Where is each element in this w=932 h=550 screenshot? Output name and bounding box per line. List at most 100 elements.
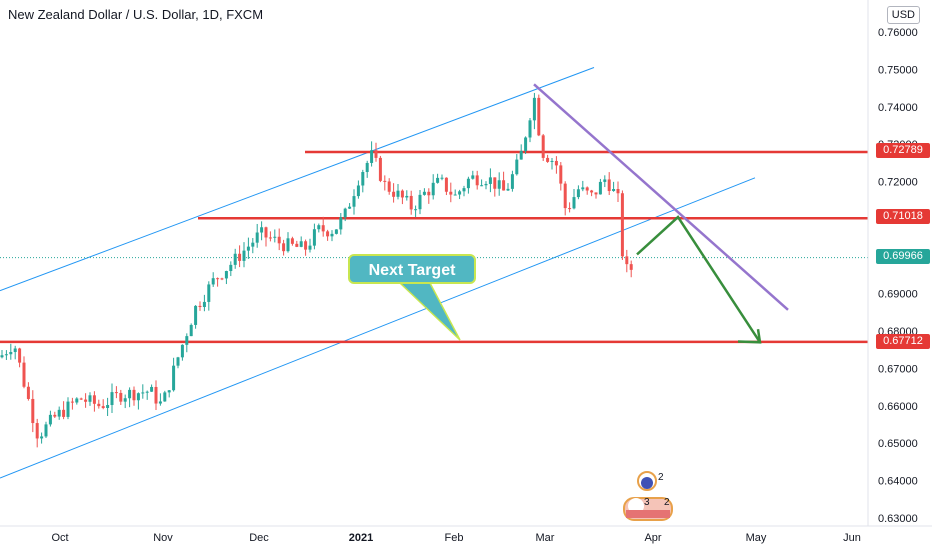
candle-body bbox=[185, 336, 189, 345]
candle bbox=[277, 228, 281, 251]
ideas-badge-bottom[interactable]: 3 2 bbox=[622, 492, 676, 527]
candle bbox=[299, 236, 303, 248]
candle-body bbox=[458, 191, 462, 195]
candle bbox=[264, 226, 268, 247]
candle-body bbox=[220, 278, 224, 280]
candle bbox=[383, 175, 387, 191]
candle bbox=[150, 384, 154, 392]
candle-body bbox=[13, 348, 17, 353]
candle bbox=[444, 177, 448, 196]
candle bbox=[409, 190, 413, 215]
x-tick-label: Jun bbox=[843, 532, 861, 544]
candle-body bbox=[9, 352, 13, 355]
candle bbox=[554, 156, 558, 174]
candle bbox=[378, 155, 382, 183]
candle bbox=[598, 178, 602, 195]
x-tick-label: Oct bbox=[51, 532, 68, 544]
y-tick-label: 0.69000 bbox=[878, 289, 918, 301]
candle bbox=[510, 170, 514, 192]
candle bbox=[488, 168, 492, 193]
candle-body bbox=[251, 242, 255, 247]
x-tick-label: Apr bbox=[644, 532, 661, 544]
candle-body bbox=[528, 120, 532, 138]
badge-count-b: 2 bbox=[664, 497, 670, 508]
candle bbox=[286, 232, 290, 253]
candle bbox=[84, 393, 88, 408]
candle-body bbox=[31, 398, 35, 424]
candle-body bbox=[625, 256, 629, 265]
candle-body bbox=[612, 189, 616, 192]
trend-lines bbox=[398, 83, 789, 344]
candle-body bbox=[348, 206, 352, 209]
candle bbox=[242, 242, 246, 268]
x-tick-label: Feb bbox=[445, 532, 464, 544]
projection-arrow bbox=[636, 215, 762, 343]
candle bbox=[330, 230, 334, 242]
candle bbox=[506, 183, 510, 192]
candle-body bbox=[572, 197, 576, 209]
candle-body bbox=[75, 398, 79, 403]
candle-body bbox=[84, 399, 88, 402]
candle bbox=[282, 239, 286, 256]
candle-body bbox=[607, 179, 611, 192]
candle bbox=[158, 393, 162, 406]
x-tick-label: Mar bbox=[536, 532, 555, 544]
candle-body bbox=[79, 398, 83, 400]
candle bbox=[40, 432, 44, 444]
candle bbox=[114, 386, 118, 399]
candle-body bbox=[238, 253, 242, 261]
candle bbox=[475, 170, 479, 190]
candle bbox=[563, 181, 567, 216]
candle bbox=[246, 237, 250, 259]
candle-body bbox=[378, 157, 382, 181]
candle-body bbox=[242, 250, 246, 261]
ideas-badge-top[interactable]: 2 bbox=[636, 470, 676, 497]
candle bbox=[392, 183, 396, 203]
candle bbox=[176, 356, 180, 369]
candle bbox=[453, 189, 457, 196]
candle bbox=[308, 238, 312, 253]
candle-body bbox=[132, 389, 136, 401]
candle-body bbox=[277, 236, 281, 244]
candle-body bbox=[559, 165, 563, 184]
candle-body bbox=[62, 409, 66, 417]
price-tag-last: 0.69966 bbox=[876, 249, 930, 264]
candle bbox=[396, 184, 400, 200]
candle bbox=[361, 169, 365, 193]
candle bbox=[53, 411, 57, 419]
candle-body bbox=[387, 181, 391, 192]
next-target-callout[interactable]: Next Target bbox=[348, 254, 476, 284]
candle-body bbox=[255, 232, 259, 243]
candle bbox=[321, 216, 325, 237]
candle-body bbox=[290, 238, 294, 244]
candle-body bbox=[44, 424, 48, 437]
candle bbox=[92, 391, 96, 412]
candle-body bbox=[40, 436, 44, 439]
candle-body bbox=[180, 344, 184, 358]
candle-body bbox=[246, 246, 250, 251]
candle-body bbox=[264, 227, 268, 238]
y-tick-label: 0.74000 bbox=[878, 102, 918, 114]
candle-body bbox=[365, 162, 369, 173]
candle-body bbox=[361, 172, 365, 186]
channel-lower bbox=[0, 177, 756, 479]
channel-upper bbox=[0, 67, 595, 292]
candle bbox=[436, 173, 440, 184]
x-tick-label: Dec bbox=[249, 532, 269, 544]
candle-body bbox=[26, 386, 30, 399]
candle-body bbox=[123, 398, 127, 402]
candle bbox=[497, 172, 501, 196]
candle bbox=[163, 390, 167, 402]
currency-button[interactable]: USD bbox=[886, 6, 920, 24]
candle-body bbox=[119, 392, 123, 402]
candle bbox=[198, 301, 202, 311]
candle bbox=[625, 249, 629, 273]
candle bbox=[607, 172, 611, 196]
candle-body bbox=[110, 392, 114, 406]
candle-body bbox=[409, 195, 413, 210]
candle bbox=[185, 333, 189, 353]
candle bbox=[352, 189, 356, 215]
candle bbox=[123, 394, 127, 409]
candle bbox=[576, 185, 580, 200]
candle-body bbox=[286, 238, 290, 252]
